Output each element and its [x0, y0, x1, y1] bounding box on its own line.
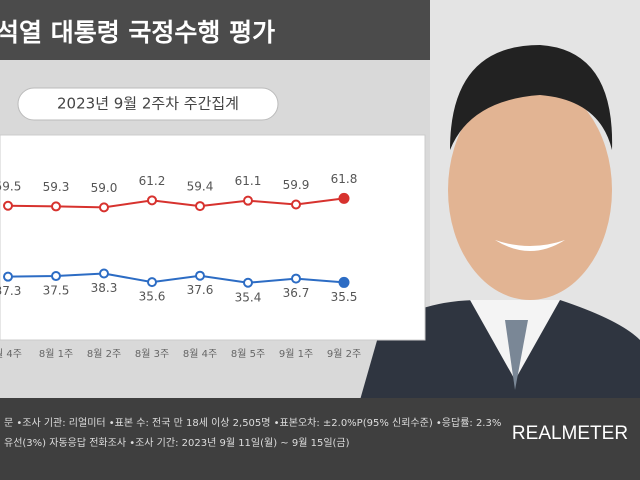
- point: [291, 199, 301, 210]
- plot-panel: [0, 134, 426, 341]
- value-label: 35.5: [331, 290, 358, 304]
- source-line: 유선(3%) 자동응답 전화조사 •조사 기간: 2023년 9월 11일(월)…: [4, 437, 350, 449]
- value-label: 59.5: [0, 179, 21, 193]
- value-label: 35.4: [235, 290, 262, 304]
- series-line: [7, 197, 345, 209]
- point: [195, 270, 205, 281]
- value-label: 59.4: [187, 180, 214, 194]
- value-label: 38.3: [91, 281, 118, 295]
- point: [338, 192, 350, 204]
- point: [243, 277, 253, 288]
- value-label: 37.5: [43, 284, 70, 298]
- title: 석열 대통령 국정수행 평가: [0, 18, 275, 47]
- value-label: 61.2: [139, 174, 166, 188]
- x-tick-label: 월 4주: [0, 348, 22, 360]
- value-label: 36.7: [283, 286, 310, 300]
- point: [99, 268, 109, 279]
- x-tick-label: 8월 4주: [183, 348, 217, 360]
- x-tick-label: 8월 2주: [87, 348, 121, 360]
- point: [51, 201, 61, 212]
- value-label: 59.3: [43, 180, 70, 194]
- point: [147, 195, 157, 206]
- subtitle: 2023년 9월 2주차 주간집계: [57, 95, 239, 113]
- point: [291, 273, 301, 284]
- portrait: [360, 45, 640, 400]
- point: [3, 271, 13, 282]
- point: [195, 201, 205, 212]
- x-tick-label: 9월 1주: [279, 348, 313, 360]
- series-line: [7, 272, 345, 284]
- value-label: 61.8: [331, 172, 358, 186]
- value-label: 37.3: [0, 284, 21, 298]
- x-tick-label: 8월 3주: [135, 348, 169, 360]
- brand: REALMETER: [512, 423, 628, 444]
- header-band: [0, 0, 430, 60]
- point: [99, 202, 109, 213]
- x-tick-label: 8월 5주: [231, 348, 265, 360]
- value-label: 61.1: [235, 174, 262, 188]
- point: [147, 277, 157, 288]
- point: [3, 200, 13, 211]
- subtitle-pill: [17, 87, 279, 121]
- source-line: 문 •조사 기관: 리얼미터 •표본 수: 전국 만 18세 이상 2,505명…: [4, 417, 501, 429]
- point: [243, 195, 253, 206]
- value-label: 59.9: [283, 178, 310, 192]
- point: [338, 276, 350, 288]
- point: [51, 271, 61, 282]
- value-label: 37.6: [187, 283, 214, 297]
- value-label: 35.6: [139, 290, 166, 304]
- footer-band: [0, 398, 640, 480]
- value-label: 59.0: [91, 181, 118, 195]
- x-tick-label: 9월 2주: [327, 348, 361, 360]
- x-tick-label: 8월 1주: [39, 348, 73, 360]
